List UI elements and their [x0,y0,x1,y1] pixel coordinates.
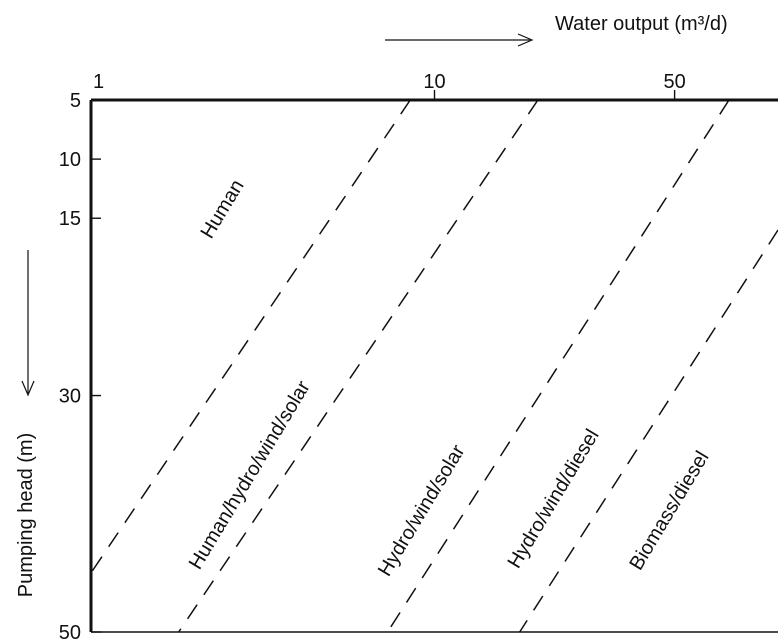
boundary-line [386,99,730,633]
x-tick-label: 10 [423,71,445,93]
boundary-line [519,229,778,633]
boundary-lines [90,99,778,633]
boundary-line [90,99,411,574]
x-axis-title: Water output (m³/d) [555,13,728,35]
region-labels: Human Human/hydro/wind/solar Hydro/wind/so… [185,176,714,580]
region-label: Human [197,176,249,243]
x-tick-label: 1 [93,71,104,93]
y-tick-label: 10 [59,149,81,171]
y-axis-arrow-head [21,380,35,397]
region-label: Hydro/wind/diesel [504,426,604,573]
y-tick-label: 30 [59,386,81,408]
y-axis-title: Pumping head (m) [15,433,37,598]
region-label: Hydro/wind/solar [374,441,470,580]
x-tick-label: 50 [663,71,685,93]
region-label: Human/hydro/wind/solar [185,377,315,573]
x-axis-title-group: Water output (m³/d) [385,13,728,47]
y-axis-title-group: Pumping head (m) [15,250,37,597]
y-tick-label: 15 [59,208,81,230]
x-axis-arrow-head [517,33,534,47]
y-ticks: 5 10 15 30 50 [59,90,101,639]
x-ticks: 1 10 50 [93,71,686,100]
y-tick-label: 50 [59,622,81,639]
y-tick-label: 5 [70,90,81,112]
region-label: Biomass/diesel [625,447,713,574]
boundary-line [178,99,539,633]
